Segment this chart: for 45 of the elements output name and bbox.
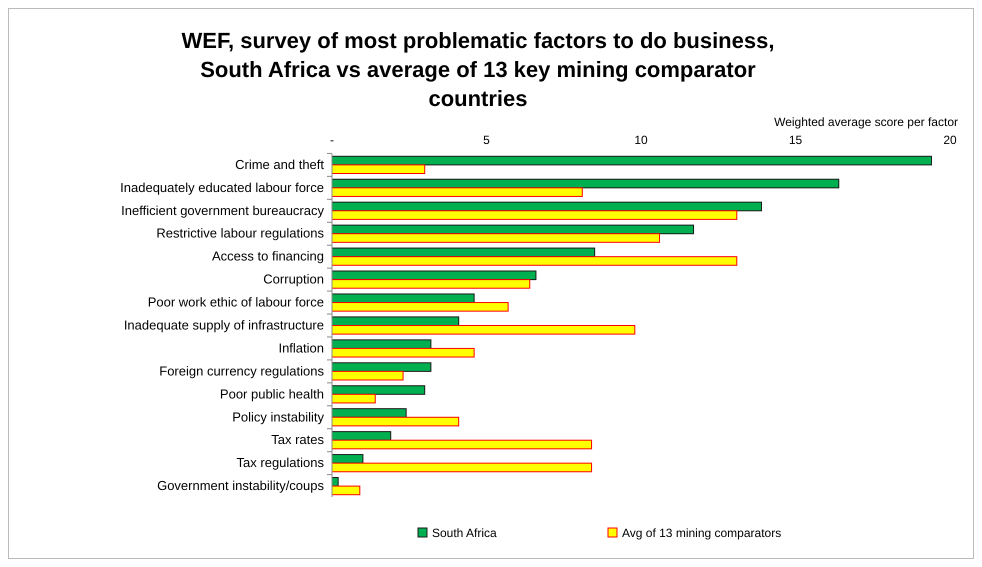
- bar: [332, 362, 432, 372]
- bar: [332, 394, 376, 404]
- legend-label: South Africa: [432, 526, 498, 540]
- x-tick-label: 5: [483, 133, 490, 147]
- y-tick-label: Crime and theft: [235, 156, 324, 172]
- y-tick-label: Inadequately educated labour force: [120, 180, 324, 195]
- chart-title: WEF, survey of most problematic factors to do business, South Africa vs average of 13 key mining comparator countries: [182, 28, 774, 111]
- y-tick-label: Foreign currency regulations: [159, 363, 324, 378]
- bar: [332, 408, 407, 418]
- x-tick-label: 15: [788, 133, 802, 147]
- y-tick-label: Inflation: [278, 340, 324, 356]
- y-tick-label: Access to financing: [212, 248, 324, 264]
- bar: [332, 279, 530, 289]
- bar: [332, 325, 636, 335]
- bar: [332, 486, 360, 496]
- y-tick-label: Government instability/coups: [157, 478, 324, 494]
- bar: [332, 164, 426, 174]
- y-tick-label: Restrictive labour regulations: [156, 226, 324, 241]
- bar: [332, 348, 475, 358]
- y-tick-label: Tax regulations: [236, 455, 324, 470]
- y-tick-label: Inadequate supply of infrastructure: [124, 318, 324, 332]
- y-tick-label: Tax rates: [271, 432, 324, 448]
- x-tick-label: 20: [943, 133, 957, 147]
- bar: [332, 187, 583, 197]
- y-tick-label: Poor work ethic of labour force: [148, 294, 324, 310]
- bar: [332, 440, 592, 450]
- bar: [332, 178, 840, 188]
- x-tick-label: 10: [634, 133, 648, 147]
- y-tick-label: Poor public health: [220, 386, 324, 402]
- y-tick-label: Corruption: [263, 272, 324, 287]
- bar: [332, 462, 592, 472]
- bar: [332, 202, 762, 212]
- bar: [332, 210, 738, 220]
- y-tick-label: Policy instability: [232, 409, 324, 424]
- bar: [332, 385, 426, 395]
- x-tick-label: -: [330, 133, 334, 147]
- legend-label: Avg of 13 mining comparators: [622, 526, 782, 540]
- bar: [332, 370, 404, 380]
- bar: [332, 233, 660, 243]
- bar: [332, 256, 738, 266]
- bar: [332, 416, 460, 426]
- bar: [332, 156, 932, 166]
- bar: [332, 302, 509, 312]
- x-axis-title: Weighted average score per factor: [774, 115, 958, 129]
- y-tick-label: Inefficient government bureaucracy: [121, 202, 324, 218]
